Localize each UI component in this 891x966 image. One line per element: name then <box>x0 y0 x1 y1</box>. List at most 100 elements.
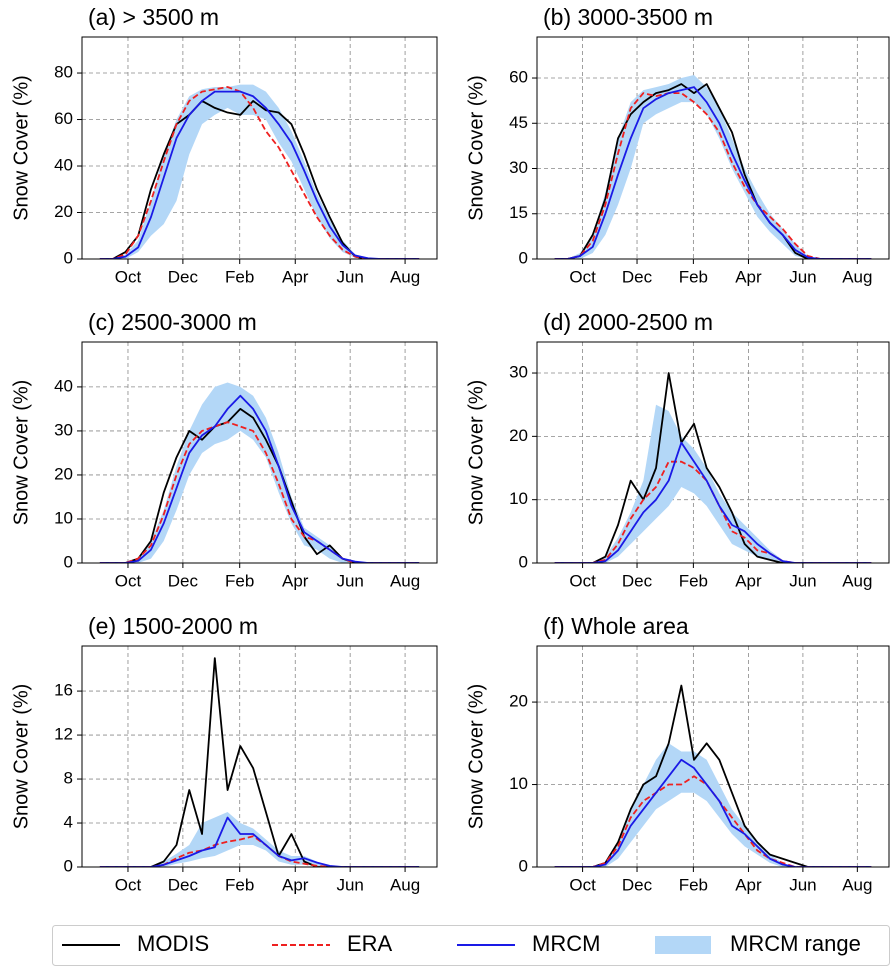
x-tick-label: Dec <box>168 571 199 590</box>
plot-frame <box>536 341 890 564</box>
panel-title: (b) 3000-3500 m <box>543 4 713 30</box>
x-tick-label: Dec <box>622 571 653 590</box>
legend-label: ERA <box>347 931 393 956</box>
y-tick-label: 20 <box>509 692 528 711</box>
range-band <box>99 84 420 259</box>
y-tick-label: 0 <box>64 856 73 875</box>
plot-frame <box>81 645 438 868</box>
panel: (f) Whole area Snow Cover (%) 0 10 20 Oct Dec F… <box>465 613 890 894</box>
y-tick-label: 60 <box>54 109 73 128</box>
x-tick-label: Aug <box>842 571 872 590</box>
range-band <box>554 404 872 563</box>
series-line <box>99 421 420 563</box>
plot-frame <box>536 36 890 260</box>
series-line <box>99 408 420 563</box>
plot-frame <box>81 341 438 564</box>
y-tick-label: 45 <box>509 113 528 132</box>
range-band <box>554 75 872 259</box>
y-tick-label: 30 <box>54 420 73 439</box>
y-axis-label: Snow Cover (%) <box>465 75 487 221</box>
x-tick-label: Oct <box>115 571 142 590</box>
legend-swatch <box>655 936 711 954</box>
y-tick-label: 12 <box>54 725 73 744</box>
y-tick-label: 60 <box>509 68 528 87</box>
y-tick-label: 4 <box>64 813 73 832</box>
x-tick-label: Feb <box>679 267 708 286</box>
x-tick-label: Oct <box>115 875 142 894</box>
x-tick-label: Apr <box>735 267 762 286</box>
y-tick-label: 8 <box>64 769 73 788</box>
y-axis-label: Snow Cover (%) <box>465 380 487 526</box>
y-tick-label: 20 <box>509 426 528 445</box>
panel: (c) 2500-3000 m Snow Cover (%) 0 10 20 30 40 Oc… <box>10 309 438 590</box>
panel-title: (d) 2000-2500 m <box>543 309 713 335</box>
x-tick-label: Feb <box>225 571 254 590</box>
series-line <box>99 90 420 259</box>
x-tick-label: Dec <box>622 875 653 894</box>
x-tick-label: Apr <box>282 875 309 894</box>
legend-label: MRCM range <box>730 931 861 956</box>
panel: (a) > 3500 m Snow Cover (%) 0 20 40 60 80 Oct De… <box>10 4 438 286</box>
y-tick-label: 30 <box>509 363 528 382</box>
y-tick-label: 0 <box>64 248 73 267</box>
x-tick-label: Feb <box>679 571 708 590</box>
series-line <box>99 835 420 867</box>
range-band <box>99 382 420 563</box>
range-band <box>554 743 872 867</box>
panel: (d) 2000-2500 m Snow Cover (%) 0 10 20 30 Oct D… <box>465 309 890 590</box>
x-tick-label: Apr <box>282 571 309 590</box>
x-tick-label: Oct <box>569 875 596 894</box>
series-line <box>99 394 420 563</box>
legend-label: MODIS <box>137 931 209 956</box>
x-tick-label: Aug <box>390 267 420 286</box>
y-axis-label: Snow Cover (%) <box>10 684 32 830</box>
x-tick-label: Feb <box>225 267 254 286</box>
series-line <box>554 83 872 259</box>
panel-title: (c) 2500-3000 m <box>88 309 257 335</box>
x-tick-label: Jun <box>789 267 816 286</box>
series-line <box>554 758 872 867</box>
series-line <box>554 372 872 563</box>
x-tick-label: Dec <box>168 875 199 894</box>
series-line <box>554 441 872 563</box>
panel: (b) 3000-3500 m Snow Cover (%) 0 15 30 45 60 Oc… <box>465 4 890 286</box>
x-tick-label: Feb <box>679 875 708 894</box>
x-tick-label: Jun <box>789 875 816 894</box>
x-tick-label: Dec <box>168 267 199 286</box>
y-tick-label: 80 <box>54 63 73 82</box>
legend-label: MRCM <box>532 931 600 956</box>
y-tick-label: 0 <box>519 248 528 267</box>
x-tick-label: Aug <box>390 875 420 894</box>
x-tick-label: Aug <box>842 875 872 894</box>
x-tick-label: Aug <box>842 267 872 286</box>
plot-frame <box>81 36 438 260</box>
panel-title: (e) 1500-2000 m <box>88 613 258 639</box>
panel-title: (f) Whole area <box>543 613 689 639</box>
x-tick-label: Oct <box>569 267 596 286</box>
y-axis-label: Snow Cover (%) <box>465 684 487 830</box>
y-axis-label: Snow Cover (%) <box>10 75 32 221</box>
y-tick-label: 40 <box>54 376 73 395</box>
x-tick-label: Oct <box>115 267 142 286</box>
y-tick-label: 20 <box>54 202 73 221</box>
y-tick-label: 40 <box>54 156 73 175</box>
y-tick-label: 15 <box>509 203 528 222</box>
x-tick-label: Oct <box>569 571 596 590</box>
y-tick-label: 0 <box>519 856 528 875</box>
y-tick-label: 16 <box>54 681 73 700</box>
panel-title: (a) > 3500 m <box>88 4 219 30</box>
y-tick-label: 20 <box>54 464 73 483</box>
x-tick-label: Jun <box>336 571 363 590</box>
x-tick-label: Apr <box>735 571 762 590</box>
x-tick-label: Apr <box>735 875 762 894</box>
x-tick-label: Jun <box>336 875 363 894</box>
panel: (e) 1500-2000 m Snow Cover (%) 0 4 8 12 16 Oct D… <box>10 613 438 894</box>
y-tick-label: 0 <box>64 552 73 571</box>
y-tick-label: 10 <box>54 508 73 527</box>
y-tick-label: 0 <box>519 552 528 571</box>
x-tick-label: Aug <box>390 571 420 590</box>
x-tick-label: Dec <box>622 267 653 286</box>
x-tick-label: Jun <box>789 571 816 590</box>
y-axis-label: Snow Cover (%) <box>10 380 32 526</box>
